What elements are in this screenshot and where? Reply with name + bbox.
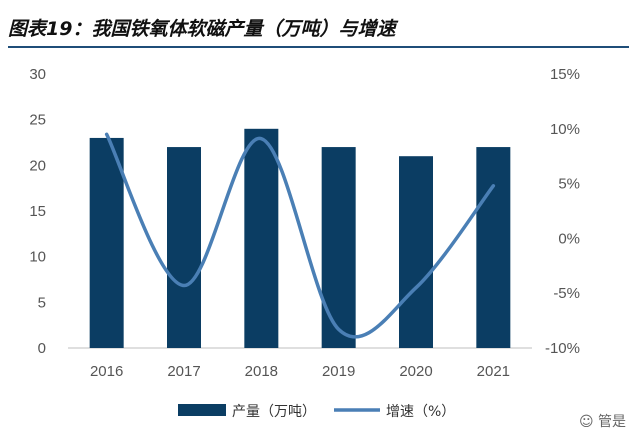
chart-title: 图表19：我国铁氧体软磁产量（万吨）与增速 xyxy=(8,18,396,40)
right-tick-label: 5% xyxy=(558,176,580,193)
bar xyxy=(476,147,511,348)
x-tick-label: 2018 xyxy=(245,363,278,380)
left-tick-label: 15 xyxy=(29,203,46,220)
right-tick-label: 15% xyxy=(550,66,580,83)
left-tick-label: 25 xyxy=(29,112,46,129)
right-tick-label: 10% xyxy=(550,121,580,138)
right-tick-label: 0% xyxy=(558,230,580,247)
bar xyxy=(321,147,356,348)
right-tick-label: -10% xyxy=(545,340,580,357)
legend-label-growth: 增速（%） xyxy=(386,404,455,420)
x-tick-label: 2017 xyxy=(167,363,200,380)
bar xyxy=(244,128,279,348)
right-tick-label: -5% xyxy=(553,285,580,302)
left-tick-label: 0 xyxy=(38,340,46,357)
left-tick-label: 20 xyxy=(29,157,46,174)
left-axis-ticks: 0 5 10 15 20 25 30 xyxy=(29,66,46,357)
watermark: ☺ 管是 xyxy=(579,411,626,431)
left-tick-label: 10 xyxy=(29,249,46,266)
growth-rate-line xyxy=(104,132,496,339)
x-tick-label: 2019 xyxy=(322,363,355,380)
x-tick-label: 2020 xyxy=(399,363,432,380)
title-divider xyxy=(8,46,629,48)
bar xyxy=(167,147,201,348)
x-tick-label: 2016 xyxy=(90,363,123,380)
legend-swatch-production xyxy=(178,404,226,416)
right-axis-ticks: -10% -5% 0% 5% 10% 15% xyxy=(545,66,580,357)
watermark-text: 管是 xyxy=(598,414,626,430)
bar-series xyxy=(89,128,511,348)
left-tick-label: 30 xyxy=(29,66,46,83)
left-tick-label: 5 xyxy=(38,294,46,311)
bar xyxy=(399,156,433,348)
x-axis-ticks: 2016 2017 2018 2019 2020 2021 xyxy=(90,363,510,380)
watermark-icon: ☺ xyxy=(578,414,594,430)
x-tick-label: 2021 xyxy=(477,363,510,380)
bar xyxy=(89,137,124,348)
legend-label-production: 产量（万吨） xyxy=(232,404,316,420)
